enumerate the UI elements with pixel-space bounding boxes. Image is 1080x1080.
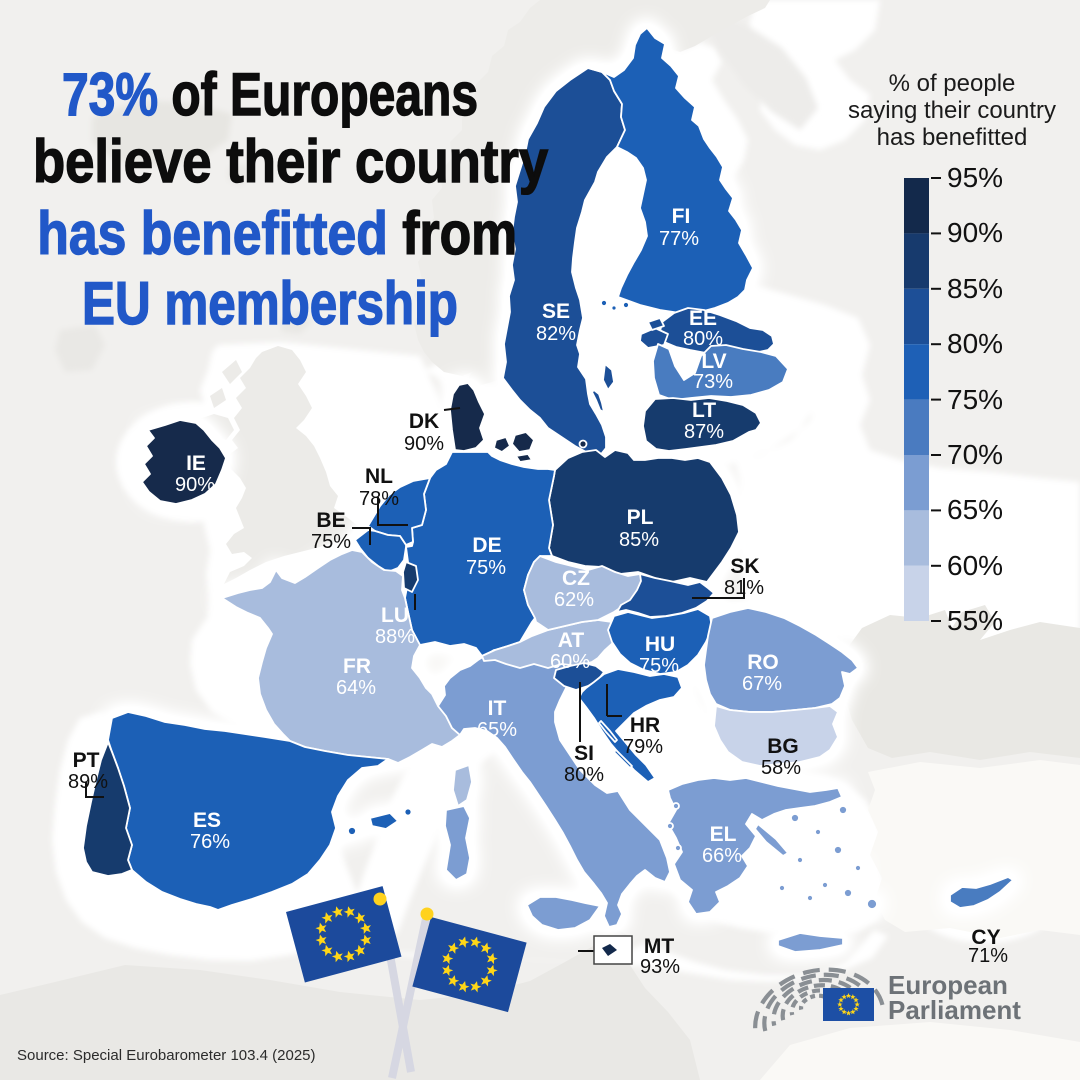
svg-text:SE: SE [542,300,570,323]
svg-text:78%: 78% [359,488,399,510]
svg-text:EL: EL [710,823,737,846]
svg-text:58%: 58% [761,757,801,779]
svg-text:80%: 80% [947,328,1003,359]
svg-text:LV: LV [701,350,726,373]
svg-text:saying their country: saying their country [848,97,1056,124]
svg-text:BG: BG [767,735,799,758]
svg-text:DE: DE [472,534,501,557]
svg-text:HU: HU [645,633,675,656]
svg-text:90%: 90% [404,433,444,455]
svg-text:has benefitted: has benefitted [877,124,1028,151]
svg-text:75%: 75% [311,531,351,553]
svg-text:% of people: % of people [889,70,1016,97]
svg-text:RO: RO [747,651,779,674]
svg-text:DK: DK [409,410,439,433]
svg-text:64%: 64% [336,677,376,699]
svg-text:95%: 95% [947,162,1003,193]
svg-text:Source: Special Eurobarometer: Source: Special Eurobarometer 103.4 (202… [17,1047,316,1064]
svg-text:80%: 80% [564,764,604,786]
svg-text:65%: 65% [477,719,517,741]
svg-text:77%: 77% [659,228,699,250]
svg-text:93%: 93% [640,956,680,978]
svg-text:FR: FR [343,655,371,678]
svg-text:60%: 60% [550,651,590,673]
svg-text:67%: 67% [742,673,782,695]
svg-text:85%: 85% [947,273,1003,304]
svg-text:Parliament: Parliament [888,995,1021,1025]
svg-text:BE: BE [316,509,345,532]
svg-text:71%: 71% [968,945,1008,967]
svg-text:79%: 79% [623,736,663,758]
svg-text:ES: ES [193,809,221,832]
svg-text:SI: SI [574,742,594,765]
svg-text:CZ: CZ [562,567,590,590]
svg-text:75%: 75% [639,655,679,677]
svg-text:NL: NL [365,465,393,488]
svg-text:87%: 87% [684,421,724,443]
svg-text:75%: 75% [947,384,1003,415]
svg-text:LT: LT [692,399,716,422]
svg-text:SK: SK [730,555,759,578]
svg-text:90%: 90% [175,474,215,496]
svg-text:90%: 90% [947,217,1003,248]
svg-text:89%: 89% [68,771,108,793]
svg-text:PT: PT [73,749,100,772]
svg-text:85%: 85% [619,529,659,551]
svg-text:82%: 82% [536,323,576,345]
svg-text:IE: IE [186,452,206,475]
svg-text:55%: 55% [947,605,1003,636]
svg-text:European: European [888,970,1008,1000]
svg-text:CY: CY [971,926,1000,949]
svg-text:LU: LU [381,604,409,627]
svg-text:62%: 62% [554,589,594,611]
svg-text:75%: 75% [466,557,506,579]
svg-text:88%: 88% [375,626,415,648]
svg-text:66%: 66% [702,845,742,867]
svg-text:80%: 80% [683,328,723,350]
svg-text:76%: 76% [190,831,230,853]
svg-text:FI: FI [672,205,691,228]
svg-text:IT: IT [488,697,507,720]
svg-text:AT: AT [558,629,585,652]
svg-text:65%: 65% [947,494,1003,525]
svg-text:73%: 73% [693,371,733,393]
svg-text:81%: 81% [724,577,764,599]
svg-text:HR: HR [630,714,660,737]
svg-text:70%: 70% [947,439,1003,470]
svg-text:MT: MT [644,935,674,958]
svg-text:PL: PL [627,506,654,529]
svg-text:EE: EE [689,307,717,330]
svg-text:60%: 60% [947,550,1003,581]
